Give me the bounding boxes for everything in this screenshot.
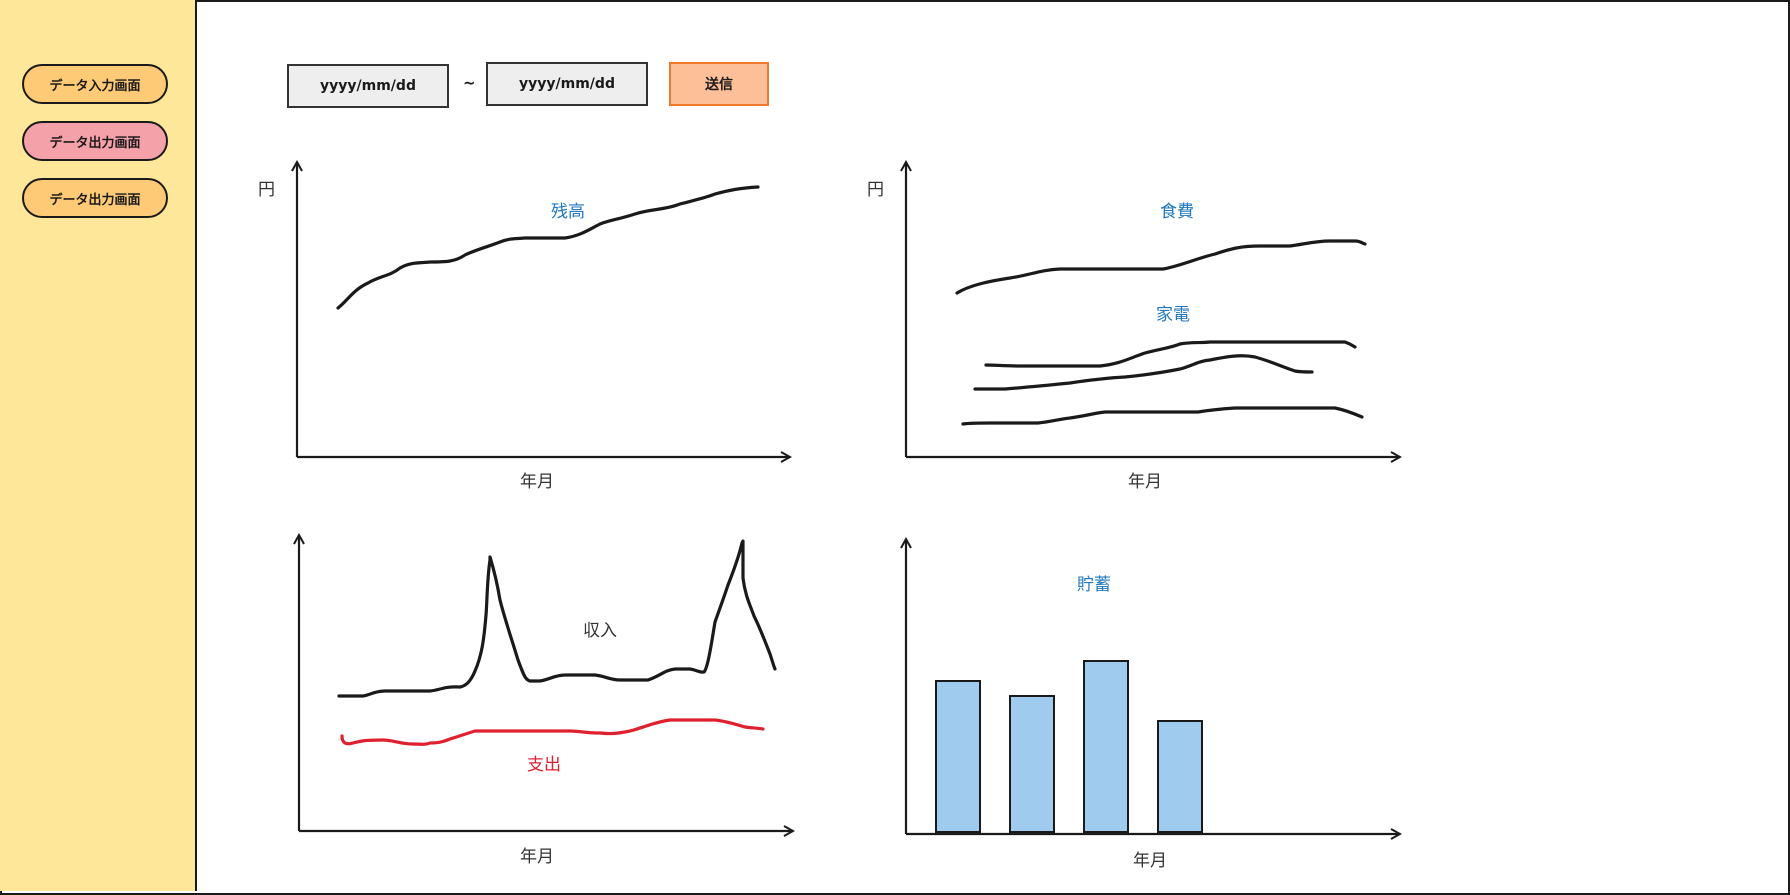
savings-chart: 年月 貯蓄 — [906, 539, 1400, 871]
expense-series-label: 支出 — [527, 755, 561, 775]
balance-x-label: 年月 — [520, 472, 554, 492]
food-y-label: 円 — [867, 180, 884, 200]
income-chart: 年月 収入 支出 — [299, 535, 793, 867]
food-chart: 円 年月 食費 家電 — [867, 162, 1400, 492]
savings-x-label: 年月 — [1133, 851, 1167, 871]
balance-series-label: 残高 — [551, 202, 585, 222]
nav-data-output-button[interactable]: データ出力画面 — [22, 121, 168, 161]
balance-line — [336, 185, 760, 310]
balance-y-label: 円 — [258, 180, 275, 200]
nav-data-input-button[interactable]: データ入力画面 — [22, 64, 168, 104]
food-line — [955, 239, 1367, 295]
income-line — [337, 539, 777, 698]
food-series-label: 食費 — [1160, 202, 1194, 222]
food-line-3 — [973, 354, 1314, 391]
balance-chart: 円 年月 残高 — [258, 162, 790, 492]
date-range-separator: ~ — [463, 74, 476, 92]
sidebar: データ入力画面 データ出力画面 データ出力画面 — [0, 0, 197, 891]
expense-line — [340, 718, 765, 746]
savings-bar-1 — [935, 680, 981, 833]
savings-bar-3 — [1083, 660, 1129, 833]
appliance-line — [984, 340, 1357, 368]
income-x-label: 年月 — [520, 847, 554, 867]
end-date-input[interactable] — [486, 62, 648, 106]
nav-data-output-button-2[interactable]: データ出力画面 — [22, 178, 168, 218]
savings-series-label: 貯蓄 — [1077, 575, 1111, 595]
start-date-input[interactable] — [287, 64, 449, 108]
income-series-label: 収入 — [583, 621, 617, 641]
submit-button[interactable]: 送信 — [669, 62, 769, 106]
food-x-label: 年月 — [1128, 472, 1162, 492]
savings-bar-4 — [1157, 720, 1203, 833]
savings-bar-2 — [1009, 695, 1055, 833]
appliance-series-label: 家電 — [1156, 305, 1190, 325]
food-line-4 — [961, 406, 1364, 426]
